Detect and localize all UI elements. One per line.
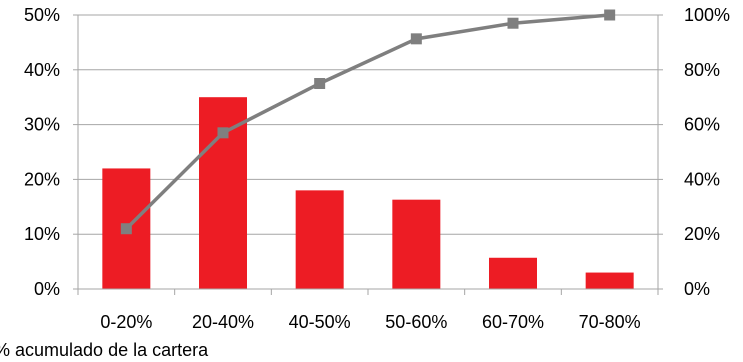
- right-tick-label: 80%: [684, 60, 720, 80]
- left-axis-tick-labels: 0% 10% 20% 30% 40% 50%: [24, 5, 60, 299]
- x-tick-label: 0-20%: [100, 312, 152, 332]
- right-tick-label: 20%: [684, 224, 720, 244]
- line-marker: [217, 127, 229, 139]
- cumulative-line-series: [120, 9, 616, 235]
- x-tick-label: 60-70%: [482, 312, 544, 332]
- x-tick-label: 20-40%: [192, 312, 254, 332]
- left-tick-label: 50%: [24, 5, 60, 25]
- line-marker: [604, 9, 616, 21]
- bar-series: [102, 97, 634, 289]
- gridlines: [78, 14, 658, 235]
- right-axis-tick-labels: 0% 20% 40% 60% 80% 100%: [684, 5, 730, 299]
- bar: [585, 272, 634, 289]
- bar: [295, 190, 344, 289]
- x-tick-label: 50-60%: [385, 312, 447, 332]
- line-marker: [120, 223, 132, 235]
- x-tick-label: 40-50%: [289, 312, 351, 332]
- bar: [489, 257, 537, 289]
- right-tick-label: 60%: [684, 115, 720, 135]
- x-axis-tick-labels: 0-20% 20-40% 40-50% 50-60% 60-70% 70-80%: [100, 312, 640, 332]
- cumulative-line: [125, 13, 610, 230]
- left-tick-label: 20%: [24, 169, 60, 189]
- x-tick-label: 70-80%: [579, 312, 641, 332]
- left-tick-label: 30%: [24, 115, 60, 135]
- axes: [73, 14, 663, 295]
- right-tick-label: 40%: [684, 169, 720, 189]
- left-tick-label: 0%: [34, 279, 60, 299]
- left-tick-label: 10%: [24, 224, 60, 244]
- bar: [392, 199, 441, 289]
- left-tick-label: 40%: [24, 60, 60, 80]
- right-tick-label: 0%: [684, 279, 710, 299]
- line-marker: [507, 17, 519, 29]
- footnote: % acumulado de la cartera: [0, 340, 209, 360]
- line-marker: [410, 33, 422, 45]
- line-marker: [314, 78, 326, 89]
- right-tick-label: 100%: [684, 5, 730, 25]
